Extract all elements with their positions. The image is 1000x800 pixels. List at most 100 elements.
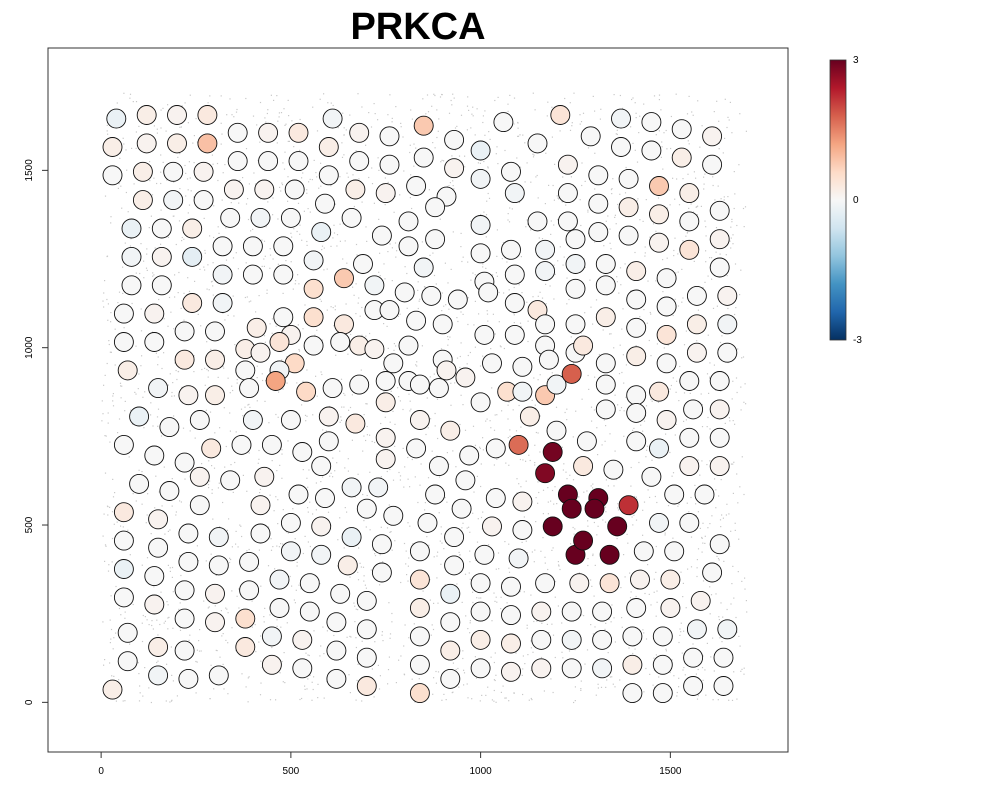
background-cell <box>483 160 485 163</box>
background-cell <box>353 294 355 296</box>
background-cell <box>530 594 532 596</box>
background-cell <box>509 435 511 437</box>
background-cell <box>584 180 586 182</box>
background-cell <box>596 534 598 536</box>
background-cell <box>491 620 493 622</box>
background-cell <box>697 548 700 550</box>
background-cell <box>254 183 257 185</box>
background-cell <box>120 525 122 527</box>
expression-spot <box>709 371 730 391</box>
background-cell <box>686 502 688 504</box>
expression-spot <box>303 307 324 328</box>
expression-spot <box>417 512 438 533</box>
background-cell <box>168 296 171 299</box>
background-cell <box>678 400 680 402</box>
background-cell <box>719 637 721 639</box>
background-cell <box>272 197 274 199</box>
background-cell <box>302 328 304 330</box>
background-cell <box>647 564 649 566</box>
background-cell <box>613 617 615 619</box>
background-cell <box>174 274 176 276</box>
background-cell <box>704 281 706 283</box>
background-cell <box>521 541 523 543</box>
background-cell <box>583 615 585 617</box>
background-cell <box>729 240 731 242</box>
background-cell <box>688 207 690 209</box>
background-cell <box>276 142 278 144</box>
background-cell <box>645 667 647 670</box>
background-cell <box>407 565 409 567</box>
background-cell <box>545 283 547 285</box>
background-cell <box>490 656 492 658</box>
background-cell <box>610 189 612 191</box>
expression-spot <box>504 324 525 345</box>
background-cell <box>574 528 576 530</box>
background-cell <box>566 277 568 279</box>
background-cell <box>294 283 296 285</box>
background-cell <box>329 475 331 477</box>
expression-spot <box>611 137 631 157</box>
expression-spot <box>394 282 415 303</box>
background-cell <box>439 218 441 220</box>
background-cell <box>280 543 282 545</box>
background-cell <box>378 271 380 273</box>
background-cell <box>554 163 556 165</box>
background-cell <box>431 624 433 626</box>
background-cell <box>524 142 526 144</box>
background-cell <box>619 193 621 195</box>
background-cell <box>481 694 483 696</box>
expression-spot <box>345 179 366 200</box>
background-cell <box>280 190 282 192</box>
expression-spot <box>565 314 586 335</box>
background-cell <box>295 280 297 282</box>
expression-spot <box>144 445 165 466</box>
background-cell <box>306 192 308 194</box>
background-cell <box>527 340 529 343</box>
background-cell <box>170 700 173 702</box>
background-cell <box>594 564 596 566</box>
background-cell <box>261 373 263 375</box>
background-cell <box>519 590 521 593</box>
background-cell <box>403 542 406 545</box>
background-cell <box>309 501 311 503</box>
background-cell <box>679 225 681 227</box>
background-cell <box>391 121 393 123</box>
background-cell <box>592 483 594 485</box>
expression-spot <box>683 399 704 420</box>
background-cell <box>355 283 357 285</box>
background-cell <box>343 547 345 549</box>
background-cell <box>488 197 491 199</box>
background-cell <box>718 495 720 497</box>
expression-spot <box>144 594 165 615</box>
expression-spot <box>227 151 248 172</box>
background-cell <box>697 695 699 697</box>
background-cell <box>391 612 393 615</box>
background-cell <box>372 549 374 551</box>
background-cell <box>135 272 137 274</box>
background-cell <box>677 305 680 307</box>
background-cell <box>268 422 270 424</box>
background-cell <box>592 323 594 325</box>
background-cell <box>298 283 300 285</box>
background-cell <box>508 543 510 545</box>
background-cell <box>727 196 729 198</box>
background-cell <box>264 607 266 609</box>
background-cell <box>716 555 718 557</box>
expression-spot <box>334 314 354 335</box>
background-cell <box>142 695 144 697</box>
background-cell <box>357 609 359 611</box>
background-cell <box>424 509 426 511</box>
background-cell <box>260 585 262 587</box>
background-cell <box>382 640 384 642</box>
background-cell <box>184 164 186 167</box>
background-cell <box>696 206 698 208</box>
background-cell <box>390 531 392 533</box>
background-cell <box>110 638 112 640</box>
expression-spot <box>406 176 427 196</box>
background-cell <box>330 472 332 474</box>
background-cell <box>683 667 685 669</box>
background-cell <box>452 662 454 664</box>
background-cell <box>573 701 575 704</box>
background-cell <box>288 140 290 142</box>
expression-spot <box>258 122 279 143</box>
